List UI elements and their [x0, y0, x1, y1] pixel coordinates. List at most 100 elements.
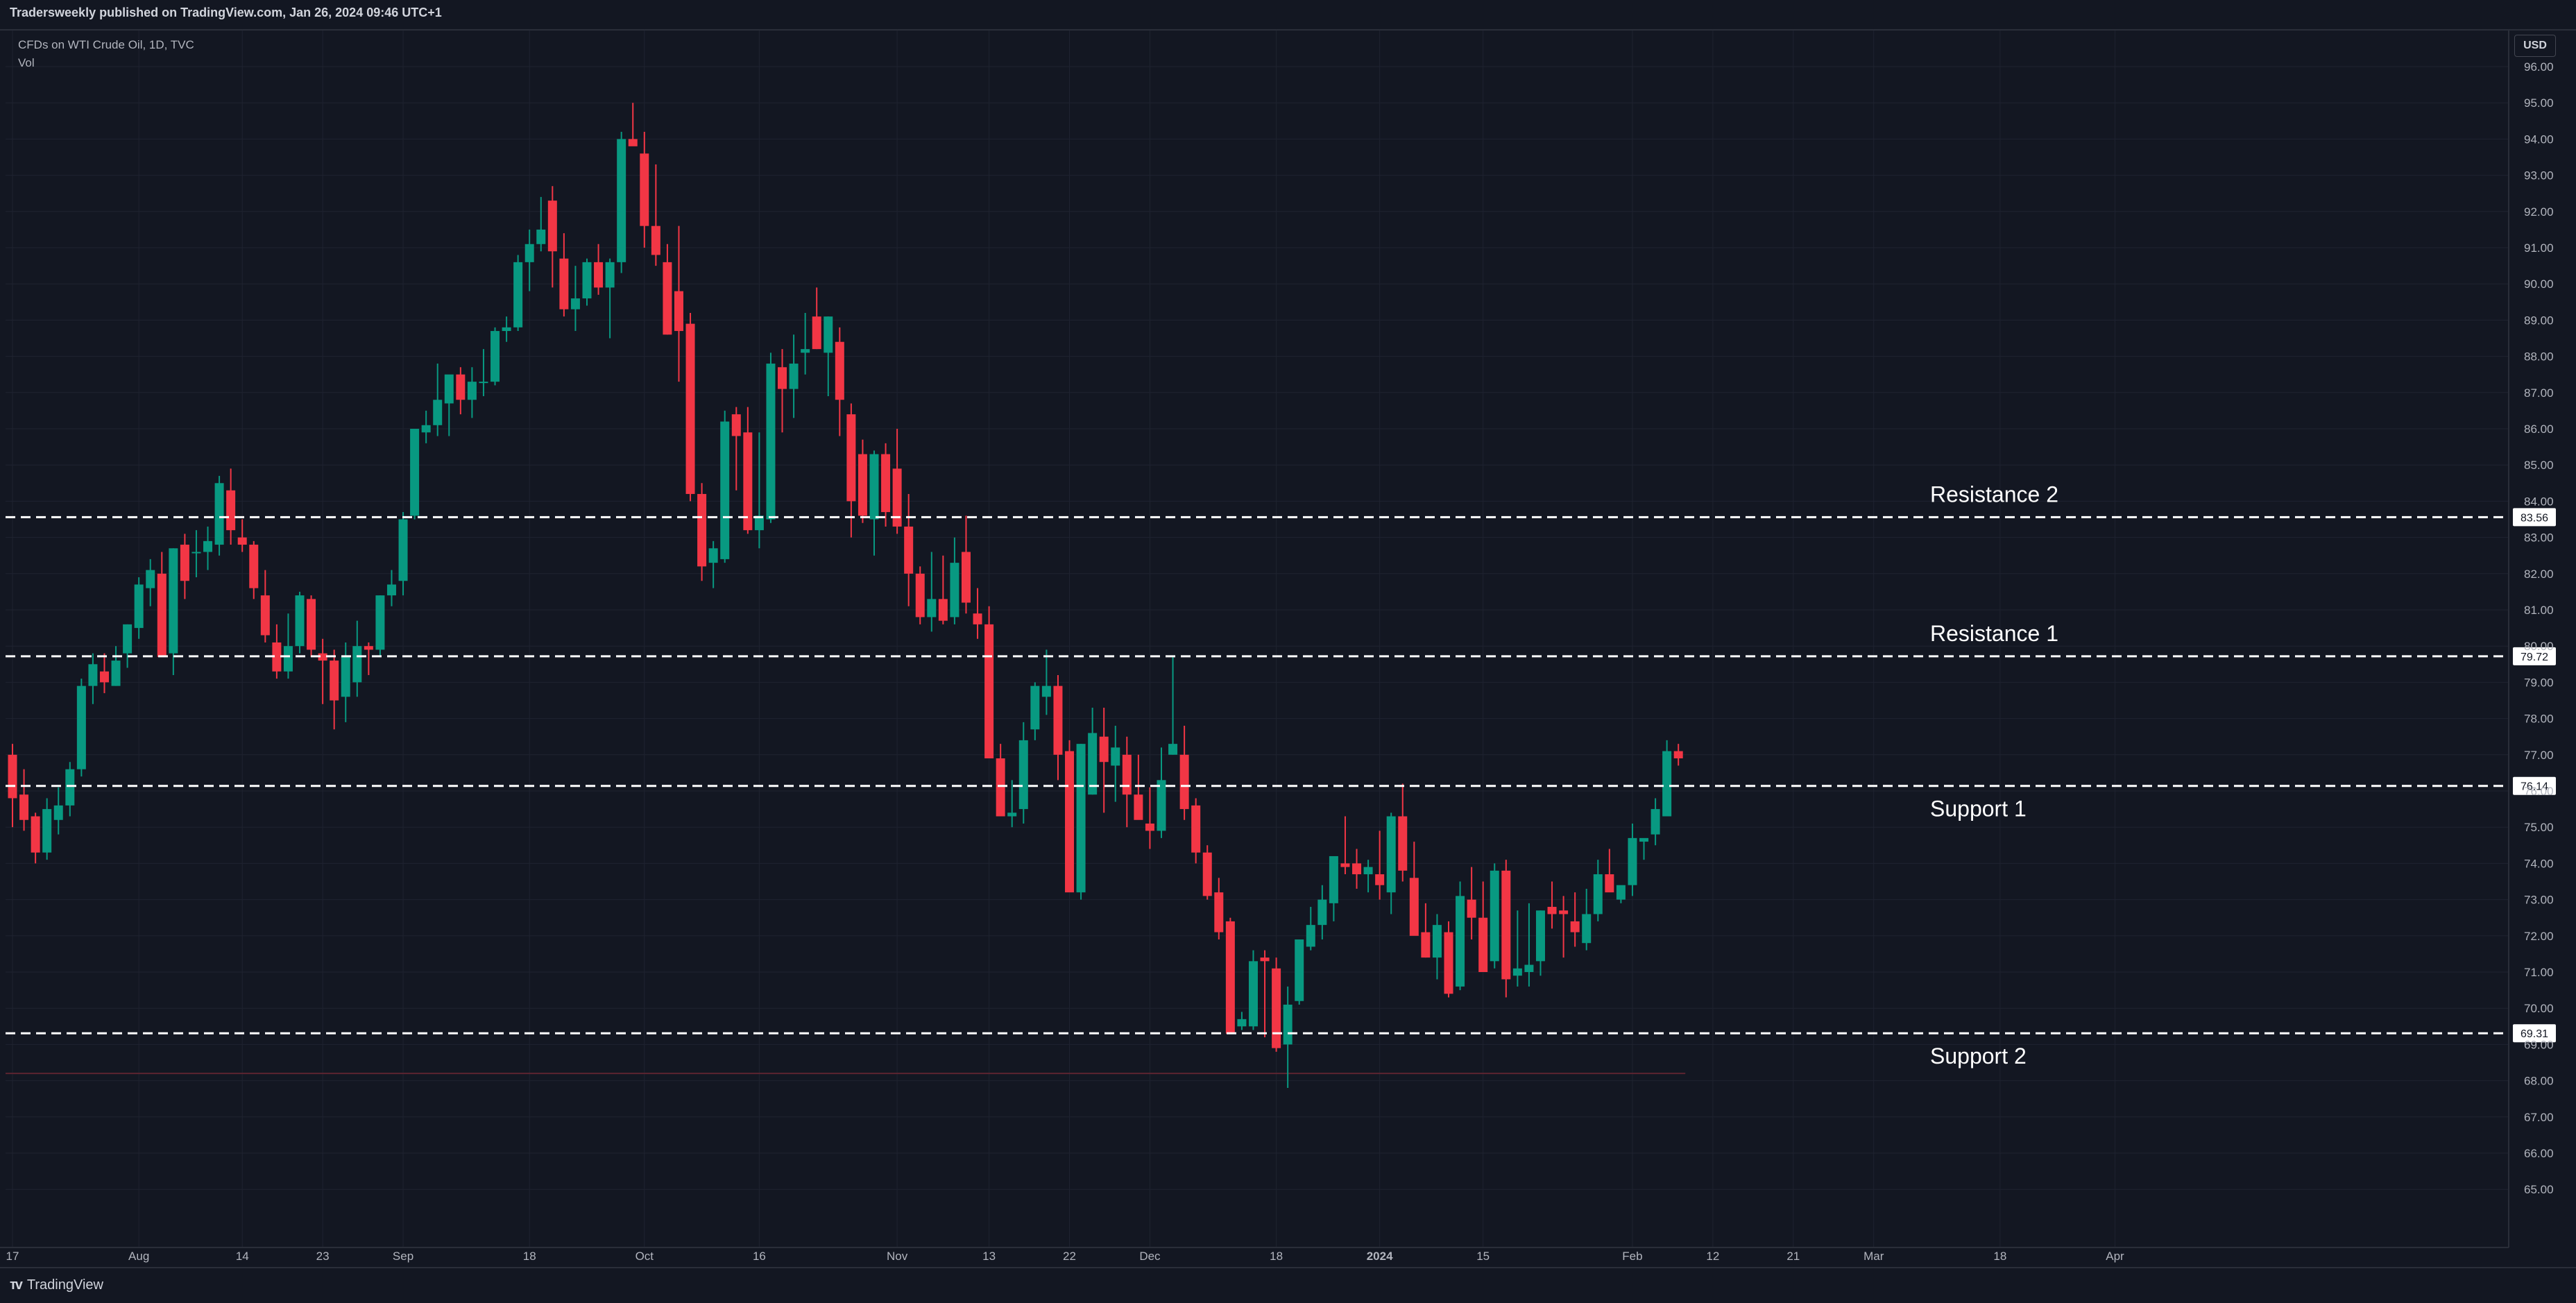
- candle-body: [1248, 961, 1258, 1027]
- candle: [31, 812, 40, 864]
- candle: [1088, 707, 1098, 795]
- level-price-label: 79.72: [2520, 652, 2548, 663]
- candle-body: [892, 468, 902, 527]
- candle-body: [869, 454, 879, 520]
- candle: [1065, 740, 1075, 893]
- candle: [237, 519, 247, 552]
- candle: [1650, 798, 1660, 846]
- candle-body: [1306, 925, 1315, 947]
- candle-body: [421, 425, 431, 433]
- y-tick-label: 72.00: [2524, 930, 2554, 943]
- candle-body: [1616, 885, 1626, 900]
- candle: [1214, 878, 1224, 940]
- candle: [594, 244, 604, 295]
- candle-body: [214, 483, 224, 545]
- candle: [1122, 736, 1132, 828]
- candle-body: [260, 595, 270, 636]
- candle: [869, 450, 879, 556]
- candle: [1248, 950, 1258, 1030]
- candle-body: [1582, 914, 1592, 944]
- candle-body: [594, 262, 604, 288]
- candle-body: [1409, 878, 1419, 936]
- candle-body: [1375, 874, 1385, 885]
- candle: [330, 649, 339, 730]
- candle: [846, 403, 856, 538]
- candle-body: [410, 429, 420, 516]
- volume-legend[interactable]: Vol: [18, 56, 35, 69]
- candle: [146, 559, 155, 606]
- candle-body: [1628, 837, 1637, 885]
- candle: [1030, 682, 1040, 740]
- chart-legend: CFDs on WTI Crude Oil, 1D, TVC Vol: [18, 36, 194, 72]
- candle-body: [685, 323, 695, 494]
- candle-body: [1214, 892, 1224, 932]
- candle: [214, 475, 224, 556]
- candle: [996, 744, 1005, 817]
- x-tick-label: 13: [982, 1250, 996, 1263]
- candle: [1673, 744, 1683, 766]
- candle: [272, 624, 282, 679]
- candle-body: [1317, 899, 1327, 926]
- candle-body: [720, 421, 730, 559]
- candle: [1295, 939, 1304, 1005]
- candle: [491, 327, 500, 386]
- y-tick-label: 86.00: [2524, 423, 2554, 436]
- candle-body: [352, 646, 362, 683]
- candle: [1547, 881, 1557, 929]
- candle: [961, 516, 971, 614]
- candle-body: [801, 349, 810, 353]
- candle-body: [386, 584, 396, 596]
- candle: [778, 349, 787, 433]
- tradingview-logo[interactable]: ᴛᴠ TradingView: [10, 1277, 103, 1293]
- candle-body: [1145, 823, 1154, 831]
- candle-body: [8, 754, 17, 799]
- candle: [1409, 842, 1419, 936]
- candle: [685, 312, 695, 502]
- x-tick-label: Nov: [887, 1250, 908, 1263]
- level-price-label: 69.31: [2520, 1028, 2548, 1040]
- candle-body: [1111, 747, 1120, 766]
- candle: [260, 570, 270, 642]
- candle-body: [1329, 855, 1338, 903]
- candle: [628, 103, 638, 146]
- candle: [904, 493, 914, 606]
- candle: [1111, 726, 1120, 802]
- candle-body: [191, 552, 201, 554]
- candle-body: [1535, 910, 1545, 962]
- chart-grid: [6, 31, 2509, 1247]
- currency-button[interactable]: USD: [2514, 35, 2556, 57]
- y-tick-label: 79.00: [2524, 676, 2554, 689]
- candle: [1662, 740, 1672, 817]
- x-tick-label: Sep: [393, 1250, 413, 1263]
- candle-body: [272, 642, 282, 672]
- candle-body: [456, 374, 466, 400]
- candle-body: [307, 599, 316, 650]
- candle-body: [249, 545, 259, 588]
- candle-body: [1018, 740, 1028, 810]
- candle-body: [1421, 932, 1431, 958]
- candle-body: [398, 519, 408, 581]
- candle: [1168, 656, 1178, 755]
- candle-body: [1547, 907, 1557, 914]
- candle-body: [1605, 874, 1614, 893]
- candle: [1352, 849, 1362, 889]
- candle-body: [904, 526, 914, 574]
- candle: [1605, 849, 1614, 893]
- candle: [479, 349, 488, 397]
- candle-body: [766, 364, 776, 520]
- candle-body: [1295, 939, 1304, 1001]
- candle-body: [674, 291, 683, 332]
- symbol-legend[interactable]: CFDs on WTI Crude Oil, 1D, TVC: [18, 38, 194, 51]
- candle: [582, 258, 592, 306]
- candle: [1099, 707, 1109, 813]
- candle-body: [1467, 899, 1476, 918]
- candle: [42, 798, 52, 860]
- candle: [1053, 674, 1063, 781]
- candle: [1616, 885, 1626, 903]
- x-tick-label: Aug: [128, 1250, 149, 1263]
- level-name-label: Support 1: [1930, 797, 2027, 821]
- candle-body: [1593, 874, 1603, 914]
- level-price-tag: [2513, 508, 2556, 527]
- candle-body: [19, 794, 29, 820]
